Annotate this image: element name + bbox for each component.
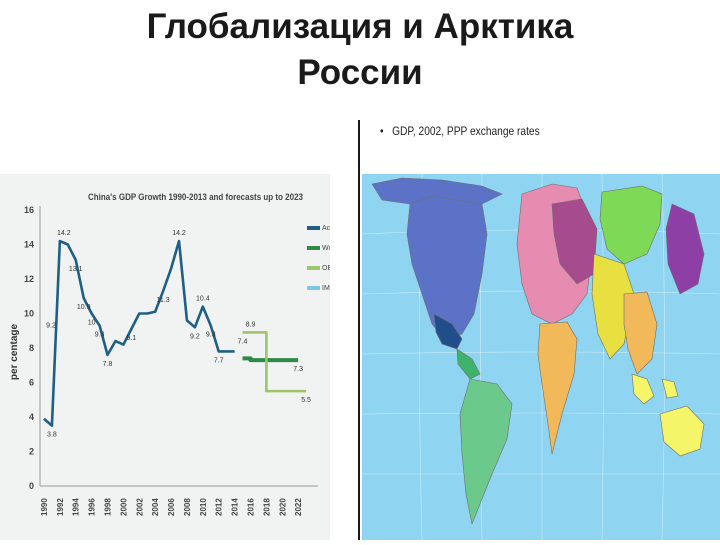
legend-swatch [307,246,320,250]
region-japan [665,203,705,295]
data-label: 7.3 [293,366,303,373]
gdp-growth-chart: China's GDP Growth 1990-2013 and forecas… [9,192,330,516]
map-caption: • GDP, 2002, PPP exchange rates [380,124,540,138]
caption-text: GDP, 2002, PPP exchange rates [392,124,540,138]
data-label: 10 [88,320,96,327]
data-label: 3.8 [47,432,57,439]
region-africa [537,321,578,455]
gdp-cartogram-map [361,173,720,541]
data-label: 14.2 [57,230,71,237]
x-tick-label: 2004 [151,498,160,516]
x-tick-label: 1994 [72,498,81,516]
legend-swatch [307,226,320,230]
y-tick-labels: 0 2 4 6 8 10 12 14 16 [24,205,34,491]
legend-swatch [307,266,320,270]
region-indonesia-islands [631,373,679,405]
legend-swatch [307,286,320,290]
legend-label: OECD [322,265,330,272]
y-tick-label: 8 [29,343,34,353]
slide-title-line-1: Глобализация и Арктика [146,7,574,46]
data-label: 11.3 [157,297,170,304]
x-tick-label: 2016 [246,498,255,516]
gdp-growth-chart-panel: China's GDP Growth 1990-2013 and forecas… [0,174,330,540]
y-tick-label: 16 [24,205,34,215]
data-label: 5.5 [301,397,311,404]
data-label: 10.4 [196,296,210,303]
region-central-america [456,348,481,380]
chart-axes [39,206,318,487]
data-label: 13.1 [69,266,83,273]
data-labels: 3.8 9.2 14.2 13.1 10.9 10 9.3 7.8 9.1 11.3 14.2 9.2… [46,230,311,439]
chart-title: China's GDP Growth 1990-2013 and forecas… [88,192,303,202]
data-label: 7.7 [214,357,224,364]
data-label: 9.2 [46,322,56,329]
series-layer [43,239,307,427]
region-canada-north [371,177,503,205]
y-tick-label: 10 [24,309,34,319]
x-tick-label: 1998 [104,498,113,516]
cartogram-svg [361,173,720,541]
region-australia [659,405,705,457]
x-tick-label: 2008 [183,498,192,516]
x-tick-label: 2014 [231,498,240,516]
caption-bullet: • [380,124,384,138]
x-tick-label: 2018 [262,498,271,516]
region-southeast-asia [623,291,658,375]
x-tick-label: 2002 [135,498,144,516]
region-russia [599,185,663,265]
y-tick-label: 6 [29,378,34,388]
y-tick-label: 12 [24,274,34,284]
data-label: 7.8 [103,361,113,368]
slide-title: Глобализация и Арктика России [0,4,720,96]
vertical-divider [358,120,360,540]
legend-label: IMF [322,285,330,292]
data-label: 7.4 [238,339,248,346]
legend-label: World Bank [322,245,330,252]
y-tick-label: 2 [29,447,34,457]
y-tick-label: 4 [29,412,34,422]
series-line-actual [43,239,235,427]
legend-label: Actual [322,225,330,232]
data-label: 10.9 [77,304,91,311]
x-tick-label: 2000 [119,498,128,516]
data-label: 9.3 [206,332,216,339]
series-line-oecd [242,331,307,393]
x-tick-label: 2022 [294,498,303,516]
x-tick-labels: 1990 1992 1994 1996 1998 2000 2002 2004 2006 2008… [40,498,303,516]
x-tick-label: 2012 [215,498,224,516]
chart-legend: Actual World Bank OECD IMF [307,225,330,292]
x-tick-label: 2006 [167,498,176,516]
x-tick-label: 1996 [88,498,97,516]
y-tick-label: 0 [29,481,34,491]
data-label: 9.1 [126,335,136,342]
x-tick-label: 2010 [199,498,208,516]
x-tick-label: 2020 [278,498,287,516]
region-south-asia [591,253,635,360]
series-line-world-bank [242,356,299,363]
data-label: 14.2 [172,230,186,237]
y-tick-label: 14 [24,240,34,250]
x-tick-label: 1990 [40,498,49,516]
x-tick-label: 1992 [56,498,65,516]
data-label: 9.2 [190,333,200,340]
y-axis-label: per centage [9,323,20,380]
data-label: 9.3 [95,332,105,339]
slide-title-line-2: России [297,53,423,92]
region-south-america [459,378,513,526]
data-label: 8.9 [246,321,256,328]
region-eastern-europe [551,198,598,285]
